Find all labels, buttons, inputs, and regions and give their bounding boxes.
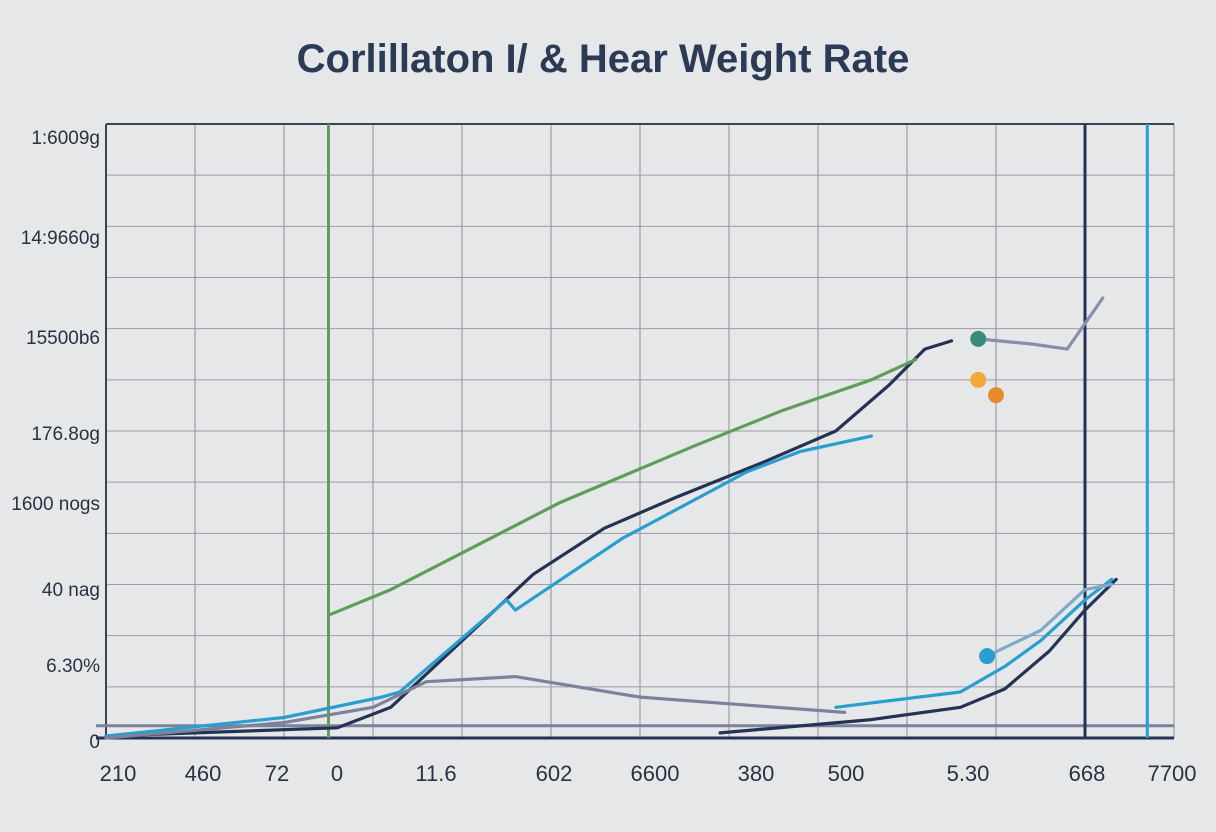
- x-tick-label: 5.30: [947, 761, 990, 786]
- x-tick-label: 0: [331, 761, 343, 786]
- chart-vertical-lines: [327, 124, 1149, 738]
- x-tick-label: 602: [536, 761, 573, 786]
- x-axis-tick-labels: 210 460 72 0 11.6 602 6600 380 500 5.30 668 7700: [100, 761, 1197, 786]
- chart-markers: [970, 330, 1004, 665]
- x-tick-label: 380: [738, 761, 775, 786]
- x-tick-label: 11.6: [415, 761, 456, 786]
- chart-series-lines: [104, 296, 1118, 740]
- x-tick-label: 668: [1069, 761, 1106, 786]
- marker-2: [988, 387, 1004, 404]
- chart-title: Corlillaton I/ & Hear Weight Rate: [297, 37, 910, 81]
- chart-grid: [96, 123, 1175, 740]
- x-tick-label: 6600: [631, 761, 680, 786]
- series-line-6: [834, 577, 1114, 709]
- y-axis-tick-labels: 1:6009g 14:9660g 15500b6 176.8og 1600 nogs 40…: [11, 128, 100, 753]
- x-tick-label: 500: [828, 761, 865, 786]
- series-line-3: [104, 434, 873, 738]
- y-tick-label: 14:9660g: [21, 228, 100, 249]
- y-tick-label: 0: [89, 732, 100, 753]
- y-tick-label: 40 nag: [42, 580, 100, 601]
- marker-4: [979, 648, 996, 665]
- x-tick-label: 460: [185, 761, 222, 786]
- series-line-2: [326, 357, 918, 617]
- marker-1: [970, 330, 987, 347]
- series-line-8: [976, 296, 1105, 351]
- y-tick-label: 176.8og: [31, 424, 100, 445]
- y-tick-label: 1:6009g: [31, 128, 100, 149]
- series-line-7: [985, 582, 1114, 658]
- marker-3: [970, 371, 987, 388]
- x-tick-label: 210: [100, 761, 137, 786]
- series-line-4: [104, 675, 847, 740]
- x-tick-label: 72: [265, 761, 289, 786]
- series-line-5: [718, 577, 1118, 735]
- y-tick-label: 15500b6: [26, 328, 100, 349]
- y-tick-label: 1600 nogs: [11, 494, 100, 515]
- y-tick-label: 6.30%: [46, 656, 100, 677]
- x-tick-label: 7700: [1148, 761, 1197, 786]
- series-line-1: [104, 339, 954, 738]
